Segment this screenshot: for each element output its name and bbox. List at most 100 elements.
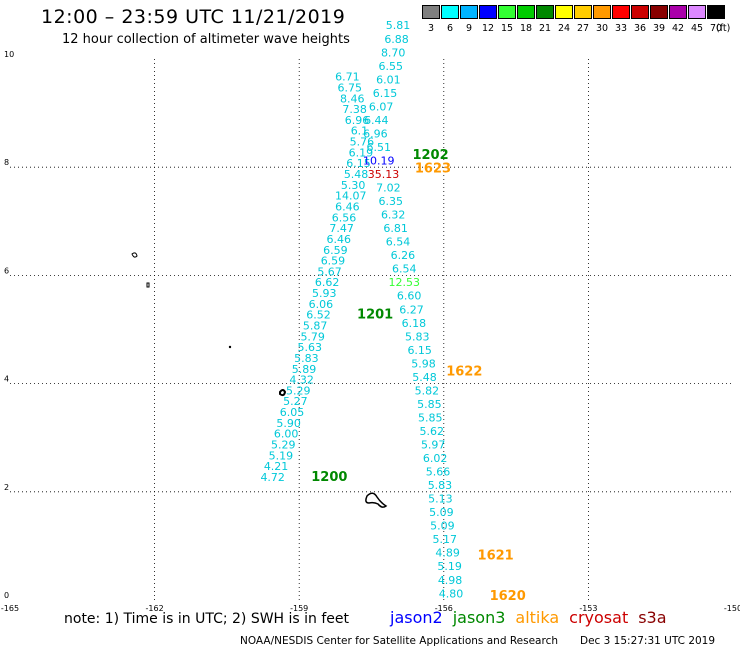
wave-height-value: 7.02: [376, 182, 401, 195]
x-tick-label: -156: [435, 604, 453, 613]
wave-height-value: 5.66: [426, 466, 451, 479]
wave-height-value: 6.62: [315, 276, 340, 289]
color-scale-swatch: [669, 5, 687, 19]
wave-height-value: 5.29: [271, 439, 296, 452]
wave-height-value: 6.44: [364, 114, 389, 127]
color-scale-swatch: [536, 5, 554, 19]
page-title: 12:00 – 23:59 UTC 11/21/2019: [41, 6, 346, 28]
x-tick-label: -162: [146, 604, 164, 613]
map-grid: -165 -162 -159 -156 -153 -150 0 2 4 6 8 10: [1, 50, 740, 613]
wave-height-value: 6.46: [326, 233, 351, 246]
satellite-legend-item: cryosat: [569, 608, 629, 627]
wave-height-value: 5.48: [344, 168, 369, 181]
wave-height-value: 6.07: [369, 100, 394, 113]
wave-height-value: 7.47: [329, 222, 354, 235]
island-shape: [228, 345, 232, 349]
wave-height-value: 5.97: [421, 439, 446, 452]
island-shape: [131, 252, 138, 258]
footer-timestamp: Dec 3 15:27:31 UTC 2019: [580, 635, 716, 647]
footer-note: note: 1) Time is in UTC; 2) SWH is in fe…: [64, 611, 350, 627]
wave-height-value: 6.19: [349, 146, 374, 159]
wave-height-value: 4.89: [435, 547, 460, 560]
color-scale-swatch: [517, 5, 535, 19]
island-shape: [279, 389, 287, 397]
wave-height-points: 4.724.215.195.296.005.906.055.275.294.32…: [260, 19, 463, 600]
color-scale-label: 18: [520, 23, 533, 34]
x-tick-label: -165: [1, 604, 19, 613]
color-scale-unit: (ft): [716, 23, 731, 34]
x-tick-label: -153: [579, 604, 597, 613]
wave-height-value: 6.1: [351, 125, 369, 138]
x-tick-label: -159: [290, 604, 308, 613]
satellite-legend-item: s3a: [638, 608, 667, 627]
color-scale-swatch: [441, 5, 459, 19]
footer-credit: NOAA/NESDIS Center for Satellite Applica…: [240, 635, 558, 647]
y-tick-label: 6: [4, 266, 9, 275]
wave-height-value: 5.83: [405, 330, 430, 343]
wave-height-value: 5.19: [437, 560, 462, 573]
color-scale-label: 33: [615, 23, 628, 34]
color-scale-label: 42: [672, 23, 685, 34]
color-scale-label: 39: [653, 23, 666, 34]
wave-height-value: 6.35: [379, 195, 404, 208]
color-scale-label: 27: [577, 23, 590, 34]
wave-height-value: 6.96: [345, 114, 370, 127]
wave-height-value: 4.98: [438, 574, 463, 587]
color-scale-swatch: [688, 5, 706, 19]
color-scale-swatch: [593, 5, 611, 19]
pass-time-label: 1622: [446, 364, 482, 379]
color-scale-swatch: [612, 5, 630, 19]
pass-time-label: 1621: [478, 548, 514, 563]
color-scale-label: 36: [634, 23, 647, 34]
color-scale-swatch: [479, 5, 497, 19]
wave-height-value: 6.60: [397, 290, 422, 303]
satellite-legend: jason2 jason3 altika cryosat s3a: [390, 608, 677, 627]
wave-height-value: 5.82: [415, 384, 440, 397]
wave-height-value: 6.54: [392, 263, 417, 276]
color-scale-label: 6: [447, 23, 454, 34]
color-scale-label: 9: [466, 23, 473, 34]
wave-height-value: 7.38: [342, 103, 367, 116]
color-scale-label: 70: [710, 23, 723, 34]
wave-height-value: 6.00: [274, 428, 299, 441]
color-scale-label: 3: [428, 23, 435, 34]
wave-height-value: 6.88: [384, 33, 409, 46]
satellite-legend-item: jason3: [452, 608, 506, 627]
wave-height-value: 6.46: [335, 200, 360, 213]
wave-height-value: 6.02: [423, 452, 448, 465]
wave-height-value: 6.59: [321, 255, 346, 268]
color-scale-label: 30: [596, 23, 609, 34]
y-tick-label: 8: [4, 158, 9, 167]
y-tick-label: 10: [4, 50, 14, 59]
wave-height-value: 5.17: [433, 533, 458, 546]
wave-height-value: 6.06: [309, 298, 334, 311]
color-scale-label: 12: [482, 23, 495, 34]
wave-height-value: 6.55: [379, 60, 404, 73]
pass-time-label: 1620: [490, 589, 526, 604]
wave-height-value: 5.48: [412, 371, 437, 384]
wave-height-value: 5.87: [303, 320, 328, 333]
wave-height-value: 5.98: [411, 357, 436, 370]
wave-height-value: 10.19: [363, 154, 395, 167]
wave-height-value: 5.93: [312, 287, 337, 300]
wave-height-value: 5.30: [341, 179, 366, 192]
wave-height-value: 5.89: [292, 363, 317, 376]
wave-height-value: 5.81: [386, 19, 411, 32]
wave-height-value: 6.26: [391, 249, 416, 262]
wave-height-value: 6.01: [376, 73, 401, 86]
wave-height-value: 6.18: [402, 317, 427, 330]
wave-height-value: 5.76: [350, 136, 375, 149]
wave-height-value: 6.15: [407, 344, 432, 357]
wave-height-value: 4.21: [264, 460, 289, 473]
wave-height-value: 6.56: [332, 211, 357, 224]
wave-height-value: 6.59: [323, 244, 348, 257]
x-tick-label: -150: [724, 604, 740, 613]
wave-height-value: 5.19: [269, 449, 294, 462]
wave-height-value: 5.13: [428, 493, 453, 506]
color-scale-label: 21: [539, 23, 552, 34]
y-tick-label: 2: [4, 483, 9, 492]
wave-height-value: 6.51: [366, 141, 391, 154]
wave-height-value: 4.80: [439, 587, 464, 600]
